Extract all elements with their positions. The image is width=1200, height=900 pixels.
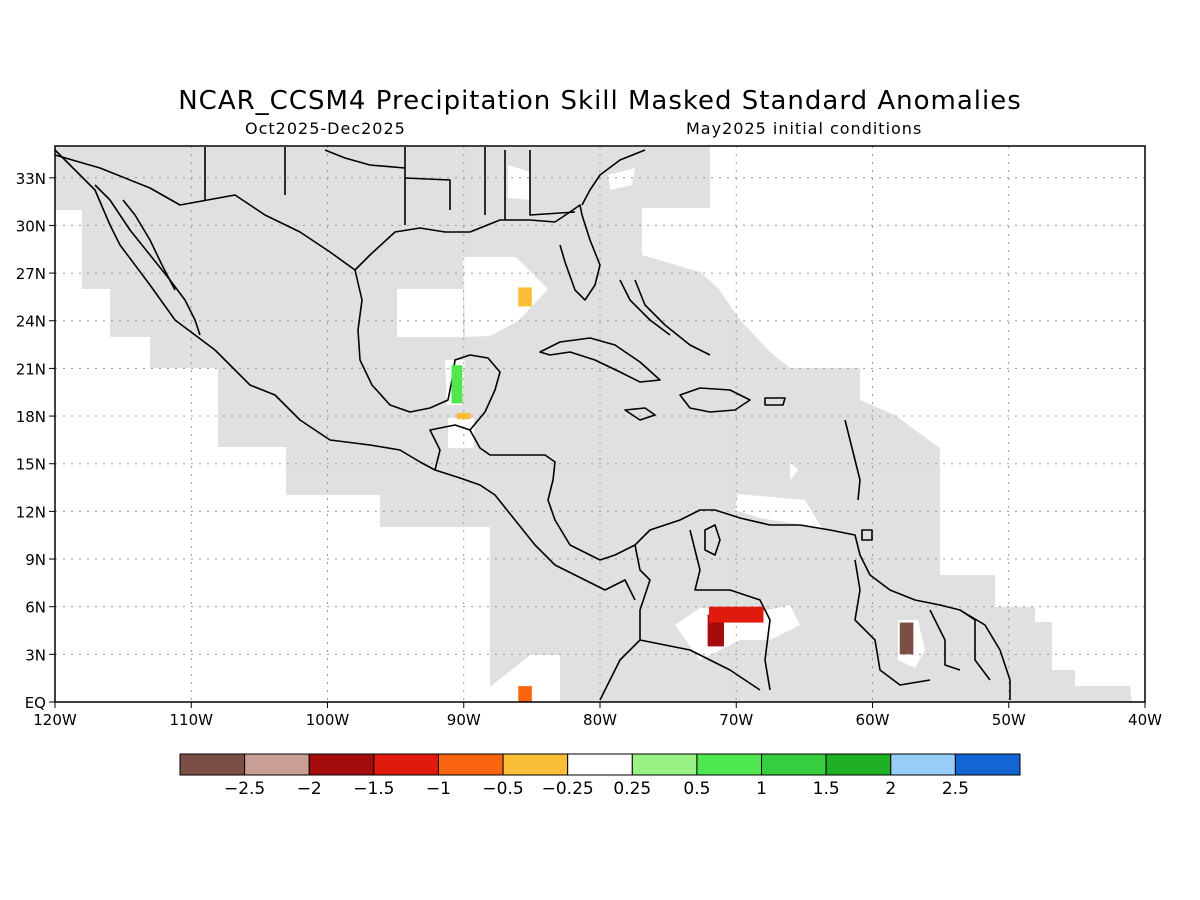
initial-conditions: May2025 initial conditions xyxy=(686,119,923,138)
colorbar-label: 0.25 xyxy=(613,779,651,799)
lon-tick-label: 100W xyxy=(306,711,350,729)
latitude-axis: EQ 3N 6N 9N 12N 15N 18N 21N 24N 27N 30N 33N xyxy=(16,170,55,712)
colorbar-swatch xyxy=(825,753,892,776)
anomaly-cell xyxy=(899,622,914,655)
lat-tick-label: 33N xyxy=(16,170,46,188)
lat-lon-grid xyxy=(55,146,1145,702)
lat-tick-label: 21N xyxy=(16,360,46,378)
lat-tick-label: 27N xyxy=(16,265,46,283)
lat-tick-label: 3N xyxy=(25,646,46,664)
colorbar-swatch xyxy=(502,753,569,776)
lat-tick-label: 6N xyxy=(25,599,46,617)
lat-tick-label: EQ xyxy=(25,694,46,712)
colorbar-swatch xyxy=(954,753,1021,776)
lon-tick-label: 90W xyxy=(447,711,481,729)
colorbar-swatch xyxy=(890,753,956,776)
lat-tick-label: 15N xyxy=(16,456,46,474)
lon-tick-label: 50W xyxy=(992,711,1026,729)
colorbar-label: −0.5 xyxy=(482,779,523,799)
colorbar-label: 0.5 xyxy=(683,779,710,799)
colorbar-swatch xyxy=(567,753,633,776)
lon-tick-label: 40W xyxy=(1128,711,1162,729)
colorbar: −2.5 −2 −1.5 −1 −0.5 −0.25 0.25 0.5 1 1.5 2 2.5 xyxy=(179,753,1021,799)
colorbar-swatch xyxy=(373,753,439,776)
lon-tick-label: 70W xyxy=(719,711,753,729)
lon-tick-label: 60W xyxy=(856,711,890,729)
colorbar-label: −1 xyxy=(426,779,451,799)
lat-tick-label: 9N xyxy=(25,551,46,569)
longitude-axis: 120W 110W 100W 90W 80W 70W 60W 50W 40W xyxy=(33,702,1162,729)
lon-tick-label: 120W xyxy=(33,711,77,729)
colorbar-swatch xyxy=(437,753,504,776)
anomaly-cell xyxy=(456,412,471,420)
colorbar-label: 2.5 xyxy=(942,779,969,799)
lat-tick-label: 24N xyxy=(16,313,46,331)
colorbar-label: −0.25 xyxy=(542,779,594,799)
colorbar-label: −1.5 xyxy=(353,779,394,799)
coastlines-and-borders xyxy=(54,147,1011,701)
anomaly-cell xyxy=(451,365,463,404)
colorbar-label: 1 xyxy=(756,779,767,799)
lon-tick-label: 80W xyxy=(583,711,617,729)
colorbar-label: 2 xyxy=(885,779,896,799)
colorbar-swatch xyxy=(244,753,310,776)
colorbar-label: −2 xyxy=(297,779,322,799)
lat-tick-label: 12N xyxy=(16,503,46,521)
anomaly-cells xyxy=(451,287,914,702)
colorbar-swatch xyxy=(179,753,246,776)
lat-tick-label: 18N xyxy=(16,408,46,426)
colorbar-label: 1.5 xyxy=(813,779,840,799)
skill-mask-region xyxy=(55,147,1132,702)
map-title: NCAR_CCSM4 Precipitation Skill Masked St… xyxy=(178,86,1022,116)
colorbar-swatch xyxy=(308,753,375,776)
lon-tick-label: 110W xyxy=(170,711,214,729)
anomaly-cell xyxy=(709,606,764,623)
colorbar-swatch xyxy=(631,753,698,776)
anomaly-cell xyxy=(518,686,532,702)
lat-tick-label: 30N xyxy=(16,217,46,235)
colorbar-label: −2.5 xyxy=(224,779,265,799)
forecast-period: Oct2025-Dec2025 xyxy=(245,119,406,138)
anomaly-cell xyxy=(518,287,532,307)
colorbar-swatch xyxy=(761,753,827,776)
colorbar-swatch xyxy=(696,753,763,776)
